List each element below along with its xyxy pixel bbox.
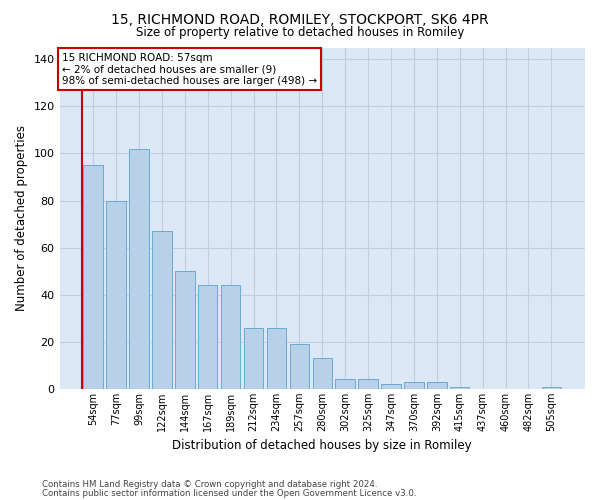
Bar: [427, 382, 446, 389]
Bar: [290, 344, 309, 389]
X-axis label: Distribution of detached houses by size in Romiley: Distribution of detached houses by size …: [172, 440, 472, 452]
Y-axis label: Number of detached properties: Number of detached properties: [15, 125, 28, 311]
Text: Size of property relative to detached houses in Romiley: Size of property relative to detached ho…: [136, 26, 464, 39]
Bar: [404, 382, 424, 389]
Bar: [83, 165, 103, 389]
Bar: [267, 328, 286, 389]
Text: Contains HM Land Registry data © Crown copyright and database right 2024.: Contains HM Land Registry data © Crown c…: [42, 480, 377, 489]
Bar: [175, 271, 194, 389]
Bar: [221, 286, 241, 389]
Bar: [335, 380, 355, 389]
Text: 15, RICHMOND ROAD, ROMILEY, STOCKPORT, SK6 4PR: 15, RICHMOND ROAD, ROMILEY, STOCKPORT, S…: [111, 12, 489, 26]
Bar: [450, 386, 469, 389]
Bar: [313, 358, 332, 389]
Bar: [381, 384, 401, 389]
Bar: [106, 200, 126, 389]
Bar: [152, 231, 172, 389]
Bar: [198, 286, 217, 389]
Text: 15 RICHMOND ROAD: 57sqm
← 2% of detached houses are smaller (9)
98% of semi-deta: 15 RICHMOND ROAD: 57sqm ← 2% of detached…: [62, 52, 317, 86]
Bar: [358, 380, 378, 389]
Bar: [542, 386, 561, 389]
Text: Contains public sector information licensed under the Open Government Licence v3: Contains public sector information licen…: [42, 488, 416, 498]
Bar: [129, 148, 149, 389]
Bar: [244, 328, 263, 389]
